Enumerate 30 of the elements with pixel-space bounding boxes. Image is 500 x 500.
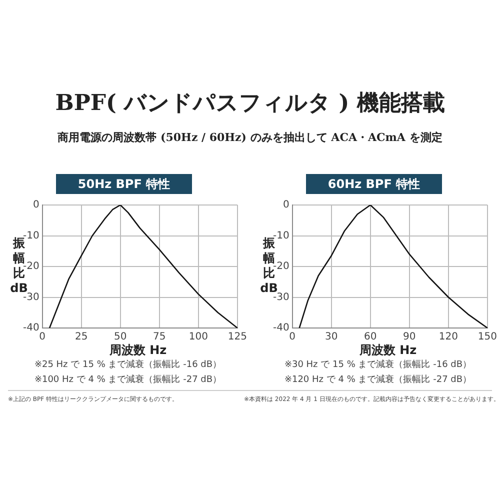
x-tick-label: 60 xyxy=(364,332,377,343)
y-tick-label: -10 xyxy=(22,230,40,242)
x-tick-label: 30 xyxy=(324,332,338,343)
x-tick-label: 90 xyxy=(403,332,416,343)
y-tick-label: 0 xyxy=(32,200,40,211)
text: ※100 Hz で 4 % まで減衰（振幅比 -27 dB） xyxy=(33,374,223,387)
y-tick-label: -20 xyxy=(272,261,290,272)
chart-title: 60Hz BPF 特性 xyxy=(306,174,442,194)
x-tick-label: 100 xyxy=(188,332,208,343)
y-tick-label: 0 xyxy=(282,200,290,211)
x-tick-label: 50 xyxy=(114,332,127,343)
x-tick-label: 120 xyxy=(438,332,458,343)
text: ※120 Hz で 4 % まで減衰（振幅比 -27 dB） xyxy=(283,374,473,387)
chart-title: 50Hz BPF 特性 xyxy=(56,174,192,194)
x-tick-label: 150 xyxy=(478,332,498,343)
y-tick-label: -20 xyxy=(22,261,40,272)
y-tick-label: -30 xyxy=(22,292,40,303)
text: ※30 Hz で 15 % まで減衰（振幅比 -16 dB） xyxy=(283,358,473,372)
y-tick-label: -40 xyxy=(22,322,40,334)
x-tick-label: 75 xyxy=(153,332,166,343)
text: 商用電源の周波数帯 (50Hz / 60Hz) のみを抽出して ACA・ACmA を測定 xyxy=(56,130,444,145)
x-tick-label: 25 xyxy=(74,332,88,343)
y-tick-label: -10 xyxy=(272,230,290,242)
text: BPF( バンドパスフィルタ ) 機能搭載 xyxy=(54,89,446,118)
x-axis-title: 周波数 Hz xyxy=(108,342,168,359)
y-tick-label: -30 xyxy=(272,292,290,303)
x-axis-title: 周波数 Hz xyxy=(358,342,418,359)
text: ※25 Hz で 15 % まで減衰（振幅比 -16 dB） xyxy=(33,358,223,372)
y-tick-label: -40 xyxy=(272,322,290,334)
x-tick-label: 125 xyxy=(228,332,248,343)
